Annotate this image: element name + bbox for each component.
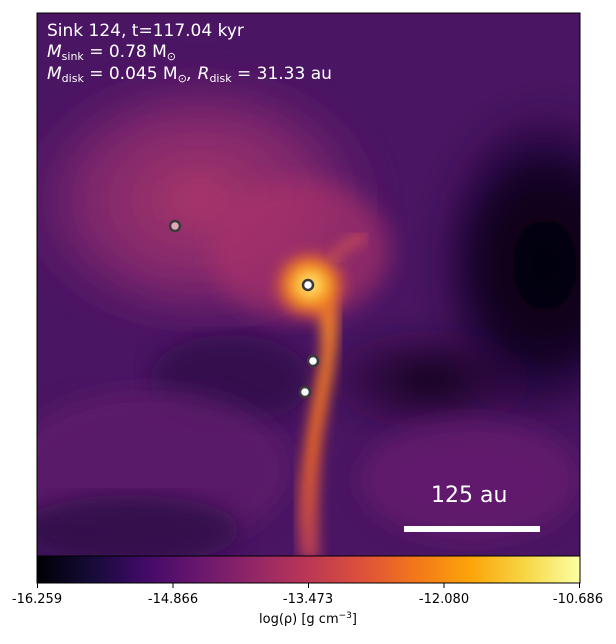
sink-marker — [301, 278, 315, 292]
mass-value: = 0.78 M — [83, 42, 167, 62]
sink-marker — [306, 354, 320, 368]
disk-radius-subscript: disk — [209, 72, 232, 85]
colorbar-tick-label: -13.473 — [282, 592, 334, 607]
density-map — [37, 13, 580, 556]
colorbar-tick-label: -12.080 — [418, 592, 470, 607]
colorbar-tick-label: -10.686 — [552, 592, 604, 607]
colorbar-label-exponent: −3 — [338, 611, 352, 621]
sink-title: Sink 124, t=117.04 kyr — [47, 21, 244, 41]
disk-mass-value: = 0.045 M — [83, 64, 178, 84]
sun-symbol: ⊙ — [177, 72, 187, 85]
scale-bar-label: 125 au — [431, 483, 508, 508]
colorbar-label: log(ρ) [g cm−3] — [259, 611, 357, 627]
colorbar — [36, 555, 581, 584]
sink-marker — [298, 385, 312, 399]
disk-radius-value: = 31.33 au — [231, 64, 332, 84]
sink-mass-label: Msink = 0.78 M⊙ — [47, 42, 176, 63]
colorbar-label-prefix: log(ρ) [g cm — [259, 612, 339, 627]
mass-subscript: sink — [61, 50, 84, 63]
sun-symbol: ⊙ — [166, 50, 177, 63]
scale-bar — [404, 526, 540, 532]
disk-radius-symbol: , R — [186, 64, 210, 84]
colorbar-tick-label: -14.866 — [147, 592, 199, 607]
disk-mass-radius-label: Mdisk = 0.045 M⊙, Rdisk = 31.33 au — [47, 64, 332, 85]
colorbar-label-suffix: ] — [351, 612, 357, 627]
disk-mass-subscript: disk — [61, 72, 84, 85]
colorbar-tick-label: -16.259 — [11, 592, 63, 607]
disk-mass-symbol: M — [47, 64, 62, 84]
colorbar-ticks — [37, 583, 580, 588]
sink-marker — [168, 219, 182, 233]
mass-symbol: M — [47, 42, 62, 62]
